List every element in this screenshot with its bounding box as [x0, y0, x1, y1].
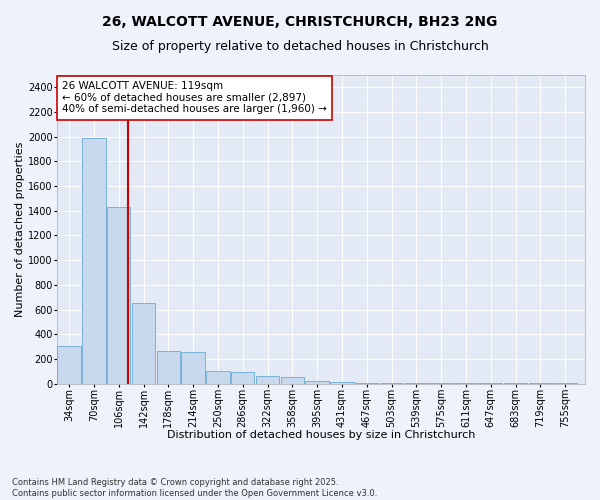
Text: Size of property relative to detached houses in Christchurch: Size of property relative to detached ho… [112, 40, 488, 53]
X-axis label: Distribution of detached houses by size in Christchurch: Distribution of detached houses by size … [167, 430, 475, 440]
Y-axis label: Number of detached properties: Number of detached properties [15, 142, 25, 317]
Bar [305, 381, 329, 384]
Bar [330, 382, 353, 384]
Bar [355, 383, 379, 384]
Bar [157, 352, 180, 384]
Text: Contains HM Land Registry data © Crown copyright and database right 2025.
Contai: Contains HM Land Registry data © Crown c… [12, 478, 377, 498]
Bar [181, 352, 205, 384]
Bar [82, 138, 106, 384]
Text: 26 WALCOTT AVENUE: 119sqm
← 60% of detached houses are smaller (2,897)
40% of se: 26 WALCOTT AVENUE: 119sqm ← 60% of detac… [62, 81, 327, 114]
Text: 26, WALCOTT AVENUE, CHRISTCHURCH, BH23 2NG: 26, WALCOTT AVENUE, CHRISTCHURCH, BH23 2… [103, 15, 497, 29]
Bar [58, 346, 81, 384]
Bar [107, 207, 130, 384]
Bar [206, 371, 230, 384]
Bar [132, 304, 155, 384]
Bar [231, 372, 254, 384]
Bar [256, 376, 279, 384]
Bar [281, 378, 304, 384]
